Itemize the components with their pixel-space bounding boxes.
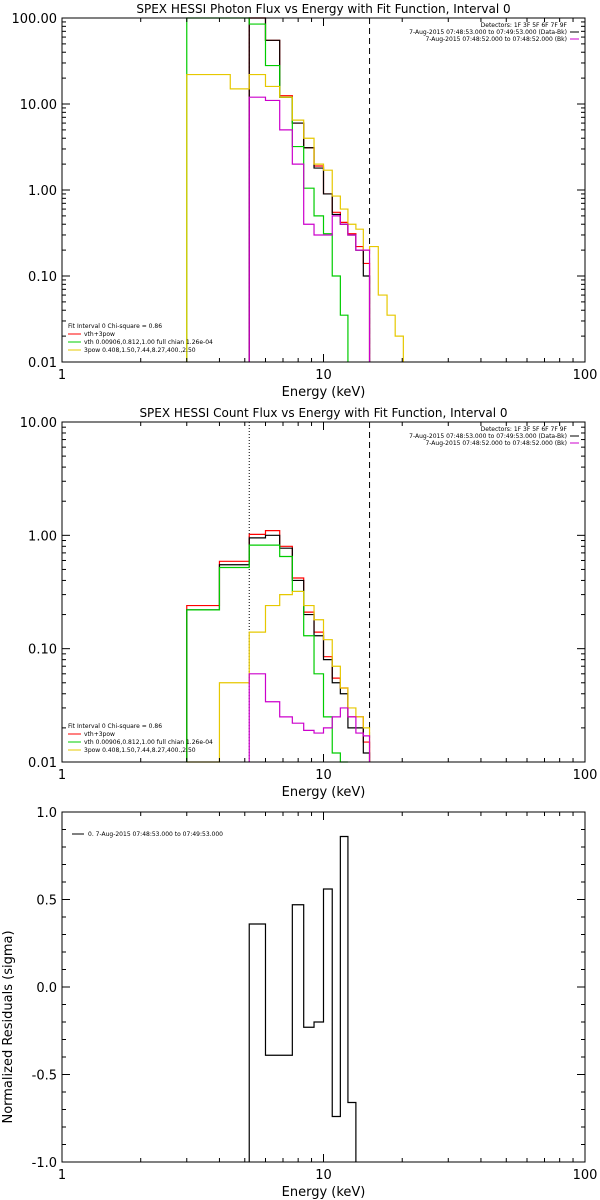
x-tick-label: 1: [58, 1168, 66, 1183]
series-line-magenta: [248, 96, 371, 362]
x-axis-label: Energy (keV): [282, 385, 366, 400]
x-axis-label: Energy (keV): [282, 1185, 366, 1200]
series-line-black: [248, 835, 357, 1162]
series-line-black: [186, 534, 371, 762]
x-tick-label: 100: [573, 1168, 598, 1183]
x-tick-label: 1: [58, 768, 66, 783]
series-line-red: [248, 17, 371, 362]
legend-entry: Detectors: 1F 3F 5F 6F 7F 9F: [481, 22, 568, 29]
chart-1: SPEX HESSI Photon Flux vs Energy with Fi…: [12, 2, 598, 400]
x-tick-label: 10: [315, 368, 332, 383]
y-tick-label: 1.00: [28, 184, 57, 199]
x-tick-label: 100: [573, 768, 598, 783]
series-line-black: [248, 17, 371, 362]
legend-entry: 7-Aug-2015 07:48:53.000 to 07:49:53.000 …: [409, 29, 567, 36]
legend-entry: vth 0.00906,0.812,1.00 full chian 1.26e-…: [84, 339, 213, 346]
y-tick-label: 10.00: [20, 98, 57, 113]
y-axis-label: Normalized Residuals (sigma): [1, 930, 16, 1123]
y-tick-label: 10.00: [20, 416, 57, 431]
y-tick-label: 1.00: [28, 529, 57, 544]
chart-title: SPEX HESSI Photon Flux vs Energy with Fi…: [136, 2, 510, 16]
legend-entry: vth 0.00906,0.812,1.00 full chian 1.26e-…: [84, 739, 213, 746]
series-line-yellow: [186, 73, 404, 362]
legend-entry: vth+3pow: [84, 331, 115, 338]
series-line-magenta: [248, 673, 371, 762]
legend-entry: 7-Aug-2015 07:48:52.000 to 07:48:52.000 …: [425, 440, 567, 447]
x-tick-label: 1: [58, 368, 66, 383]
legend-entry: 7-Aug-2015 07:48:53.000 to 07:49:53.000 …: [409, 433, 567, 440]
x-tick-label: 10: [315, 768, 332, 783]
legend-entry: vth+3pow: [84, 731, 115, 738]
y-tick-label: 100.00: [12, 12, 58, 27]
legend-entry: 0. 7-Aug-2015 07:48:53.000 to 07:49:53.0…: [88, 831, 223, 838]
legend-entry: Fit Interval 0 Chi-square = 0.86: [68, 323, 162, 330]
legend-entry: 3pow 0.408,1.50,7.44,8.27,400.,2.50: [84, 347, 196, 354]
y-tick-label: 0.01: [28, 756, 57, 771]
chart-3: 1 10 100 Energy (keV) -1.0 -0.5 0.0 0.5 1.0 Norma…: [1, 806, 597, 1200]
y-tick-label: 0.10: [28, 643, 57, 658]
chart-title: SPEX HESSI Count Flux vs Energy with Fit…: [139, 406, 507, 420]
legend-entry: Fit Interval 0 Chi-square = 0.86: [68, 723, 162, 730]
x-tick-label: 10: [315, 1168, 332, 1183]
y-tick-label: -1.0: [32, 1156, 57, 1171]
x-tick-label: 100: [573, 368, 598, 383]
series-line-yellow: [186, 590, 371, 763]
y-tick-label: 0.0: [36, 981, 57, 996]
y-tick-label: 0.5: [36, 894, 57, 909]
series-line-red: [186, 530, 371, 762]
legend-entry: Detectors: 1F 3F 5F 6F 7F 9F: [481, 426, 568, 433]
y-tick-label: -0.5: [32, 1069, 57, 1084]
y-tick-label: 1.0: [36, 806, 57, 821]
x-axis-label: Energy (keV): [282, 785, 366, 800]
legend-entry: 7-Aug-2015 07:48:52.000 to 07:48:52.000 …: [425, 36, 567, 43]
y-tick-label: 0.01: [28, 356, 57, 371]
y-tick-label: 0.10: [28, 270, 57, 285]
chart-2: SPEX HESSI Count Flux vs Energy with Fit…: [20, 406, 598, 800]
legend-entry: 3pow 0.408,1.50,7.44,8.27,400.,2.50: [84, 747, 196, 754]
